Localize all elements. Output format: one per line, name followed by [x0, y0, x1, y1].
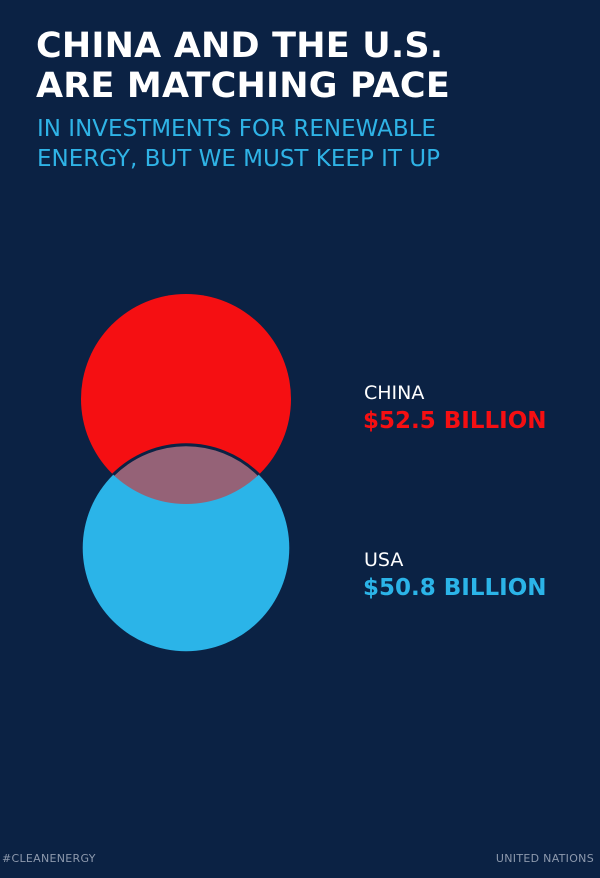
usa-circle: [82, 444, 290, 652]
title-line-2: ARE MATCHING PACE: [36, 66, 450, 106]
chart-subtitle: IN INVESTMENTS FOR RENEWABLE ENERGY, BUT…: [37, 114, 440, 174]
hashtag-footer: #CLEANENERGY: [2, 852, 96, 865]
usa-value-label: $50.8 BILLION: [363, 575, 547, 601]
title-line-1: CHINA AND THE U.S.: [36, 26, 444, 66]
source-footer: UNITED NATIONS: [495, 852, 594, 865]
usa-label: USA: [364, 549, 404, 571]
subtitle-line-1: IN INVESTMENTS FOR RENEWABLE: [37, 116, 436, 142]
china-label: CHINA: [364, 382, 425, 404]
china-circle: [81, 294, 291, 504]
subtitle-line-2: ENERGY, BUT WE MUST KEEP IT UP: [37, 146, 440, 172]
china-value-label: $52.5 BILLION: [363, 408, 547, 434]
chart-title: CHINA AND THE U.S. ARE MATCHING PACE: [36, 26, 450, 106]
overlap-outline: [81, 443, 291, 504]
